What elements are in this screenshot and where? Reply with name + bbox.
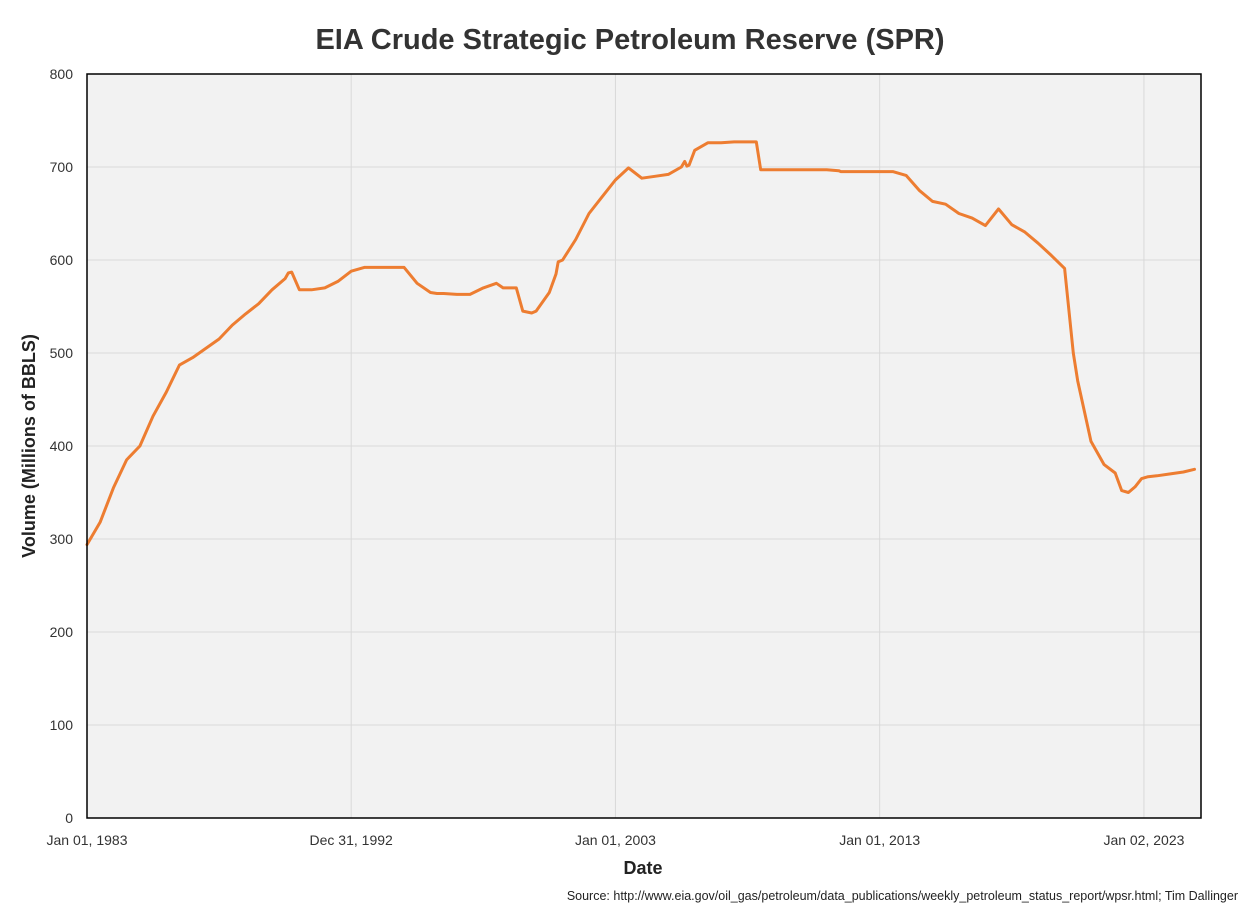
y-tick-label: 200 <box>50 624 74 640</box>
y-axis-label: Volume (Millions of BBLS) <box>19 334 39 558</box>
x-tick-label: Dec 31, 1992 <box>310 832 393 848</box>
y-axis-ticks: 0 100 200 300 400 500 600 700 800 <box>50 66 74 826</box>
series-layer <box>85 140 1196 547</box>
series-line <box>85 140 1196 547</box>
y-tick-label: 400 <box>50 438 74 454</box>
x-tick-label: Jan 01, 2003 <box>575 832 656 848</box>
source-note: Source: http://www.eia.gov/oil_gas/petro… <box>567 889 1238 903</box>
x-axis-ticks: Jan 01, 1983 Dec 31, 1992 Jan 01, 2003 Jan … <box>47 832 1185 848</box>
y-tick-label: 100 <box>50 717 74 733</box>
x-tick-label: Jan 02, 2023 <box>1103 832 1184 848</box>
y-tick-label: 700 <box>50 159 74 175</box>
y-tick-label: 800 <box>50 66 74 82</box>
x-axis-label: Date <box>623 858 662 878</box>
y-tick-label: 0 <box>65 810 73 826</box>
y-tick-label: 300 <box>50 531 74 547</box>
x-tick-label: Jan 01, 1983 <box>47 832 128 848</box>
x-tick-label: Jan 01, 2013 <box>839 832 920 848</box>
y-tick-label: 500 <box>50 345 74 361</box>
y-tick-label: 600 <box>50 252 74 268</box>
chart-title: EIA Crude Strategic Petroleum Reserve (S… <box>315 24 944 56</box>
plot-frame <box>86 73 1202 819</box>
